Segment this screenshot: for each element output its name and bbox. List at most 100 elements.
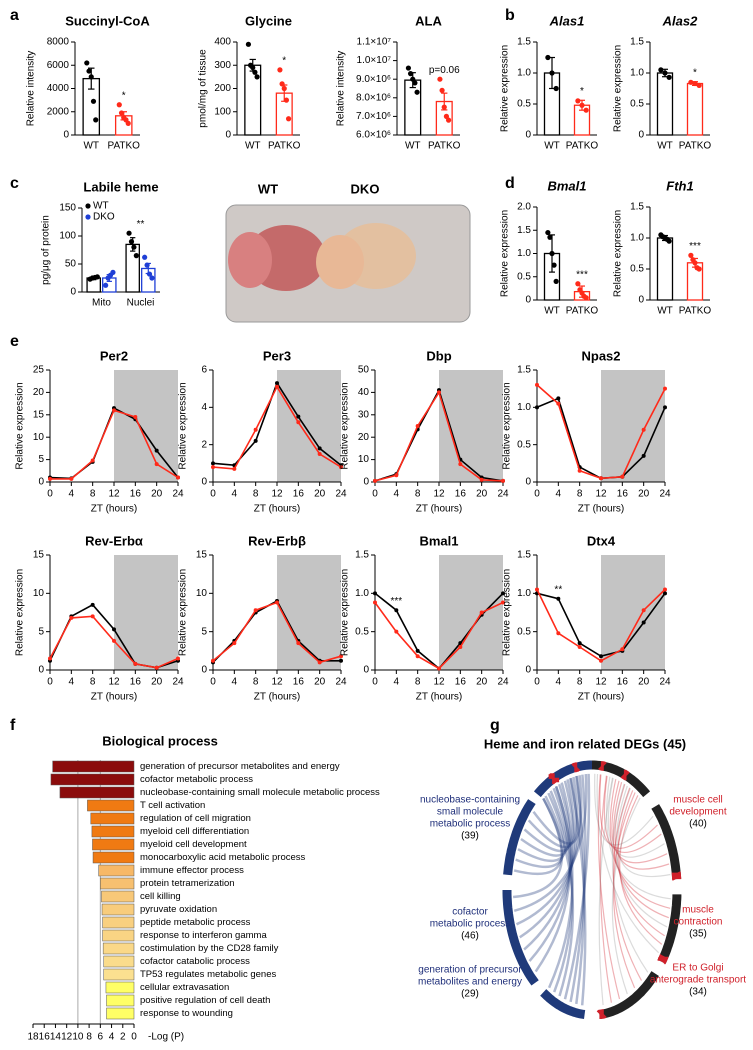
bar (90, 812, 135, 825)
bar (101, 903, 135, 916)
x-tick-label: 4 (394, 489, 400, 500)
bar (102, 929, 135, 942)
x-tick-label: 24 (172, 677, 184, 688)
x-tick-label: 16 (293, 677, 305, 688)
data-point (407, 71, 414, 77)
x-tick-label: 20 (151, 489, 163, 500)
chord (563, 773, 591, 1000)
dark-phase (601, 555, 665, 670)
group-arc-tip (596, 1009, 607, 1019)
line-marker (535, 587, 539, 592)
x-tick-label: 24 (335, 677, 347, 688)
line-marker (556, 631, 561, 636)
x-tick-label: 4 (394, 677, 400, 688)
data-point (281, 85, 287, 92)
x-tick-label: 16 (455, 489, 467, 500)
y-tick-label: 0 (363, 477, 369, 488)
y-tick-label: 30 (358, 409, 370, 420)
line-marker (90, 458, 95, 463)
x-tick-label: 24 (497, 677, 509, 688)
data-point (131, 244, 137, 250)
significance: * (580, 86, 584, 97)
y-tick-label: 0 (525, 295, 531, 306)
line-marker (437, 666, 441, 671)
y-tick-label: 1.0 (517, 588, 531, 599)
x-tick-label: 8 (86, 1032, 92, 1043)
bar (50, 773, 135, 786)
bar (52, 760, 135, 773)
data-point (547, 234, 553, 240)
bar (105, 981, 135, 994)
line-marker (112, 638, 116, 643)
data-point (250, 64, 256, 71)
y-tick-label: 0 (201, 477, 207, 488)
x-tick-label: 4 (69, 677, 75, 688)
line-marker (317, 446, 322, 451)
data-point (545, 54, 551, 61)
chord (599, 774, 658, 849)
x-tick-label: 8 (253, 489, 259, 500)
x-tick-label: 16 (130, 677, 142, 688)
data-point (245, 41, 252, 47)
data-point (283, 97, 290, 103)
y-axis-label: Relative expression (613, 45, 624, 132)
panel-letter: b (505, 7, 515, 24)
y-tick-label: 9.0×10⁶ (356, 74, 391, 85)
chart-title: Alas1 (549, 13, 585, 28)
y-tick-label: 6.0×10⁶ (356, 130, 391, 141)
x-tick-label: 4 (232, 677, 238, 688)
y-tick-label: 0.5 (630, 99, 644, 110)
line-marker (535, 382, 539, 387)
line-marker (641, 620, 646, 625)
chord (619, 795, 663, 945)
photo-label: DKO (351, 181, 380, 196)
data-point (142, 254, 148, 260)
line-marker (620, 647, 625, 652)
x-tick-label: 20 (476, 489, 488, 500)
chord (606, 776, 671, 900)
line-marker (535, 405, 539, 410)
bar (103, 955, 135, 968)
data-point (696, 266, 702, 272)
group-label: muscle (682, 905, 714, 916)
data-point (110, 269, 116, 275)
x-tick-label: WT (405, 141, 421, 152)
y-axis-label: Relative intensity (336, 51, 347, 127)
significance: *** (390, 596, 402, 607)
category-label: costimulation by the CD28 family (140, 943, 279, 954)
y-tick-label: 0 (363, 665, 369, 676)
data-point (575, 281, 581, 287)
x-tick-label: 8 (90, 677, 96, 688)
group-count: (46) (461, 931, 479, 942)
line-marker (373, 600, 377, 605)
y-tick-label: 1.0 (517, 248, 531, 259)
category-label: regulation of cell migration (140, 813, 251, 824)
chord (520, 783, 571, 857)
line-marker (211, 461, 215, 466)
group-count: (40) (689, 819, 707, 830)
line-marker (90, 602, 95, 607)
chord (568, 778, 587, 1006)
line-marker (663, 405, 667, 410)
chord (513, 797, 564, 876)
data-point (583, 295, 589, 301)
chart-title: Fth1 (666, 178, 693, 193)
line-marker (663, 386, 667, 391)
bar (686, 82, 704, 136)
x-axis-label: ZT (hours) (416, 504, 463, 515)
x-tick-label: 10 (72, 1032, 84, 1043)
data-point (579, 102, 585, 108)
x-tick-label: 20 (638, 677, 650, 688)
y-tick-label: 1.0 (517, 402, 531, 413)
y-tick-label: 300 (214, 60, 231, 71)
group-label: nucleobase-containing (420, 795, 520, 806)
data-point (277, 67, 283, 73)
category-label: protein tetramerization (140, 878, 235, 889)
x-tick-label: 16 (455, 677, 467, 688)
chord (528, 782, 573, 962)
tissue (316, 235, 364, 289)
x-tick-label: PATKO (679, 141, 712, 152)
x-tick-label: 0 (131, 1032, 137, 1043)
line-marker (373, 478, 377, 483)
x-tick-label: 8 (415, 677, 421, 688)
